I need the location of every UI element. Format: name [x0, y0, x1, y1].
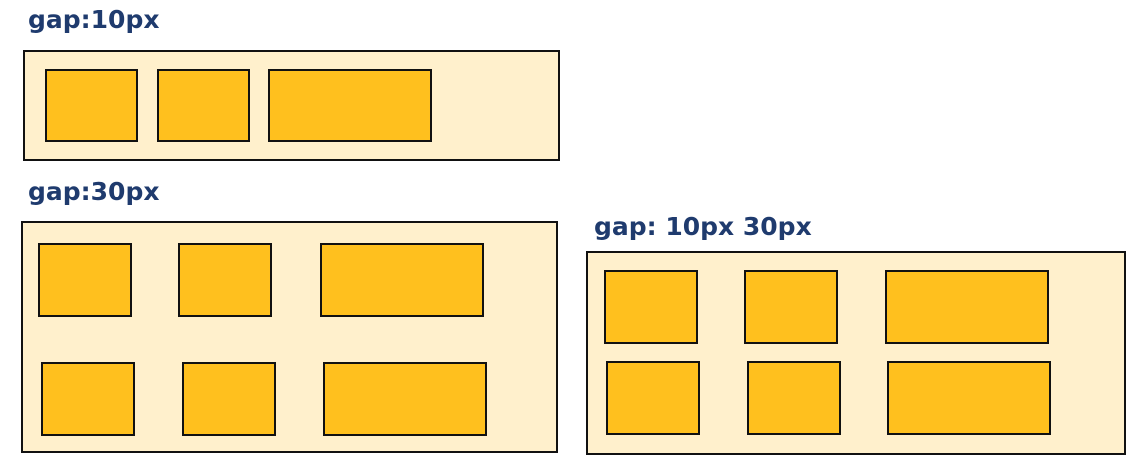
grid-item — [323, 362, 487, 436]
gap-10px-30px-container — [586, 251, 1126, 455]
grid-item — [604, 270, 698, 344]
grid-item — [606, 361, 700, 435]
grid-item — [268, 69, 432, 142]
grid-item — [887, 361, 1051, 435]
grid-item — [41, 362, 135, 436]
grid-item — [38, 243, 132, 317]
grid-item — [157, 69, 250, 142]
gap-10px-30px-title: gap: 10px 30px — [594, 212, 812, 241]
gap-30px-title: gap:30px — [28, 177, 160, 206]
gap-30px-container — [21, 221, 558, 453]
grid-item — [744, 270, 838, 344]
grid-item — [885, 270, 1049, 344]
gap-10px-container — [23, 50, 560, 161]
grid-item — [747, 361, 841, 435]
grid-item — [320, 243, 484, 317]
grid-item — [182, 362, 276, 436]
grid-item — [45, 69, 138, 142]
grid-item — [178, 243, 272, 317]
gap-10px-title: gap:10px — [28, 5, 160, 34]
